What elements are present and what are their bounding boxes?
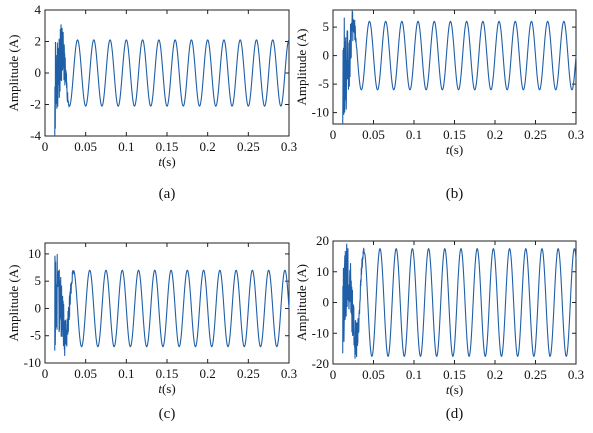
x-axis-label: t(s)	[158, 154, 175, 169]
current-waveform-line	[342, 10, 577, 125]
x-tick-label: 0	[330, 127, 337, 142]
y-axis-label: Amplitude (A)	[6, 35, 21, 112]
y-tick-label: -5	[30, 328, 41, 343]
x-tick-label: 0.2	[200, 366, 216, 381]
current-waveform-line	[54, 24, 290, 137]
x-tick-label: 0.25	[524, 367, 547, 382]
x-tick-label: 0.3	[568, 367, 584, 382]
x-tick-label: 0.15	[443, 367, 466, 382]
y-tick-label: 5	[35, 273, 42, 288]
x-tick-label: 0.1	[118, 139, 134, 154]
x-tick-label: 0.3	[281, 366, 297, 381]
x-tick-label: 0	[42, 139, 49, 154]
x-tick-label: 0.15	[156, 139, 179, 154]
panel-caption: (c)	[159, 406, 176, 422]
x-tick-label: 0.25	[237, 139, 260, 154]
x-tick-label: 0.1	[118, 366, 134, 381]
y-axis-label: Amplitude (A)	[6, 265, 21, 342]
x-tick-label: 0.25	[524, 127, 547, 142]
x-tick-label: 0.2	[487, 127, 503, 142]
x-tick-label: 0	[42, 366, 49, 381]
y-tick-label: 10	[28, 246, 41, 261]
y-tick-label: -10	[312, 325, 329, 340]
x-tick-label: 0.1	[406, 367, 422, 382]
y-tick-label: 20	[316, 233, 329, 248]
x-tick-label: 0	[330, 367, 337, 382]
y-axis-label: Amplitude (A)	[294, 29, 309, 106]
panel-caption: (d)	[446, 406, 464, 422]
x-tick-label: 0.15	[156, 366, 179, 381]
y-tick-label: -2	[30, 97, 41, 112]
y-tick-label: 0	[35, 300, 42, 315]
x-tick-label: 0.05	[362, 127, 385, 142]
y-tick-label: 5	[323, 19, 330, 34]
x-tick-label: 0.2	[200, 139, 216, 154]
y-tick-label: -20	[312, 356, 329, 371]
x-tick-label: 0.05	[74, 139, 97, 154]
panel-caption: (a)	[159, 186, 176, 202]
x-tick-label: 0.05	[74, 366, 97, 381]
y-tick-label: 2	[35, 34, 42, 49]
x-tick-label: 0.15	[443, 127, 466, 142]
y-tick-label: 0	[323, 48, 330, 63]
x-axis-label: t(s)	[446, 142, 463, 157]
current-waveform-line	[54, 254, 290, 356]
y-axis-label: Amplitude (A)	[294, 264, 309, 341]
y-tick-label: 0	[323, 295, 330, 310]
panel-caption: (b)	[446, 186, 464, 202]
current-waveform-line	[342, 243, 577, 359]
chart-panel-a: 0 0.05 0.1 0.15 0.2 0.25 0.3 4 2 0 -2 -4 Amplitude (…	[6, 2, 297, 202]
x-tick-label: 0.3	[568, 127, 584, 142]
y-tick-label: -5	[318, 76, 329, 91]
chart-panel-c: 0 0.05 0.1 0.15 0.2 0.25 0.3 10 5 0 -5 -10Amplitude…	[6, 242, 297, 422]
x-tick-label: 0.1	[406, 127, 422, 142]
chart-panel-d: 0 0.05 0.1 0.15 0.2 0.25 0.3 20 10 0 -10 -20Amplitu…	[294, 233, 584, 422]
y-tick-label: -10	[24, 355, 41, 370]
y-tick-label: 0	[35, 65, 42, 80]
plot-frame	[332, 9, 577, 125]
y-tick-label: 10	[316, 264, 329, 279]
y-tick-label: -10	[312, 105, 329, 120]
x-tick-label: 0.25	[237, 366, 260, 381]
y-tick-label: -4	[30, 128, 41, 143]
x-tick-label: 0.05	[362, 367, 385, 382]
x-axis-label: t(s)	[446, 382, 463, 397]
x-tick-label: 0.2	[487, 367, 503, 382]
x-axis-label: t(s)	[158, 381, 175, 396]
y-tick-label: 4	[35, 2, 42, 17]
x-tick-label: 0.3	[281, 139, 297, 154]
